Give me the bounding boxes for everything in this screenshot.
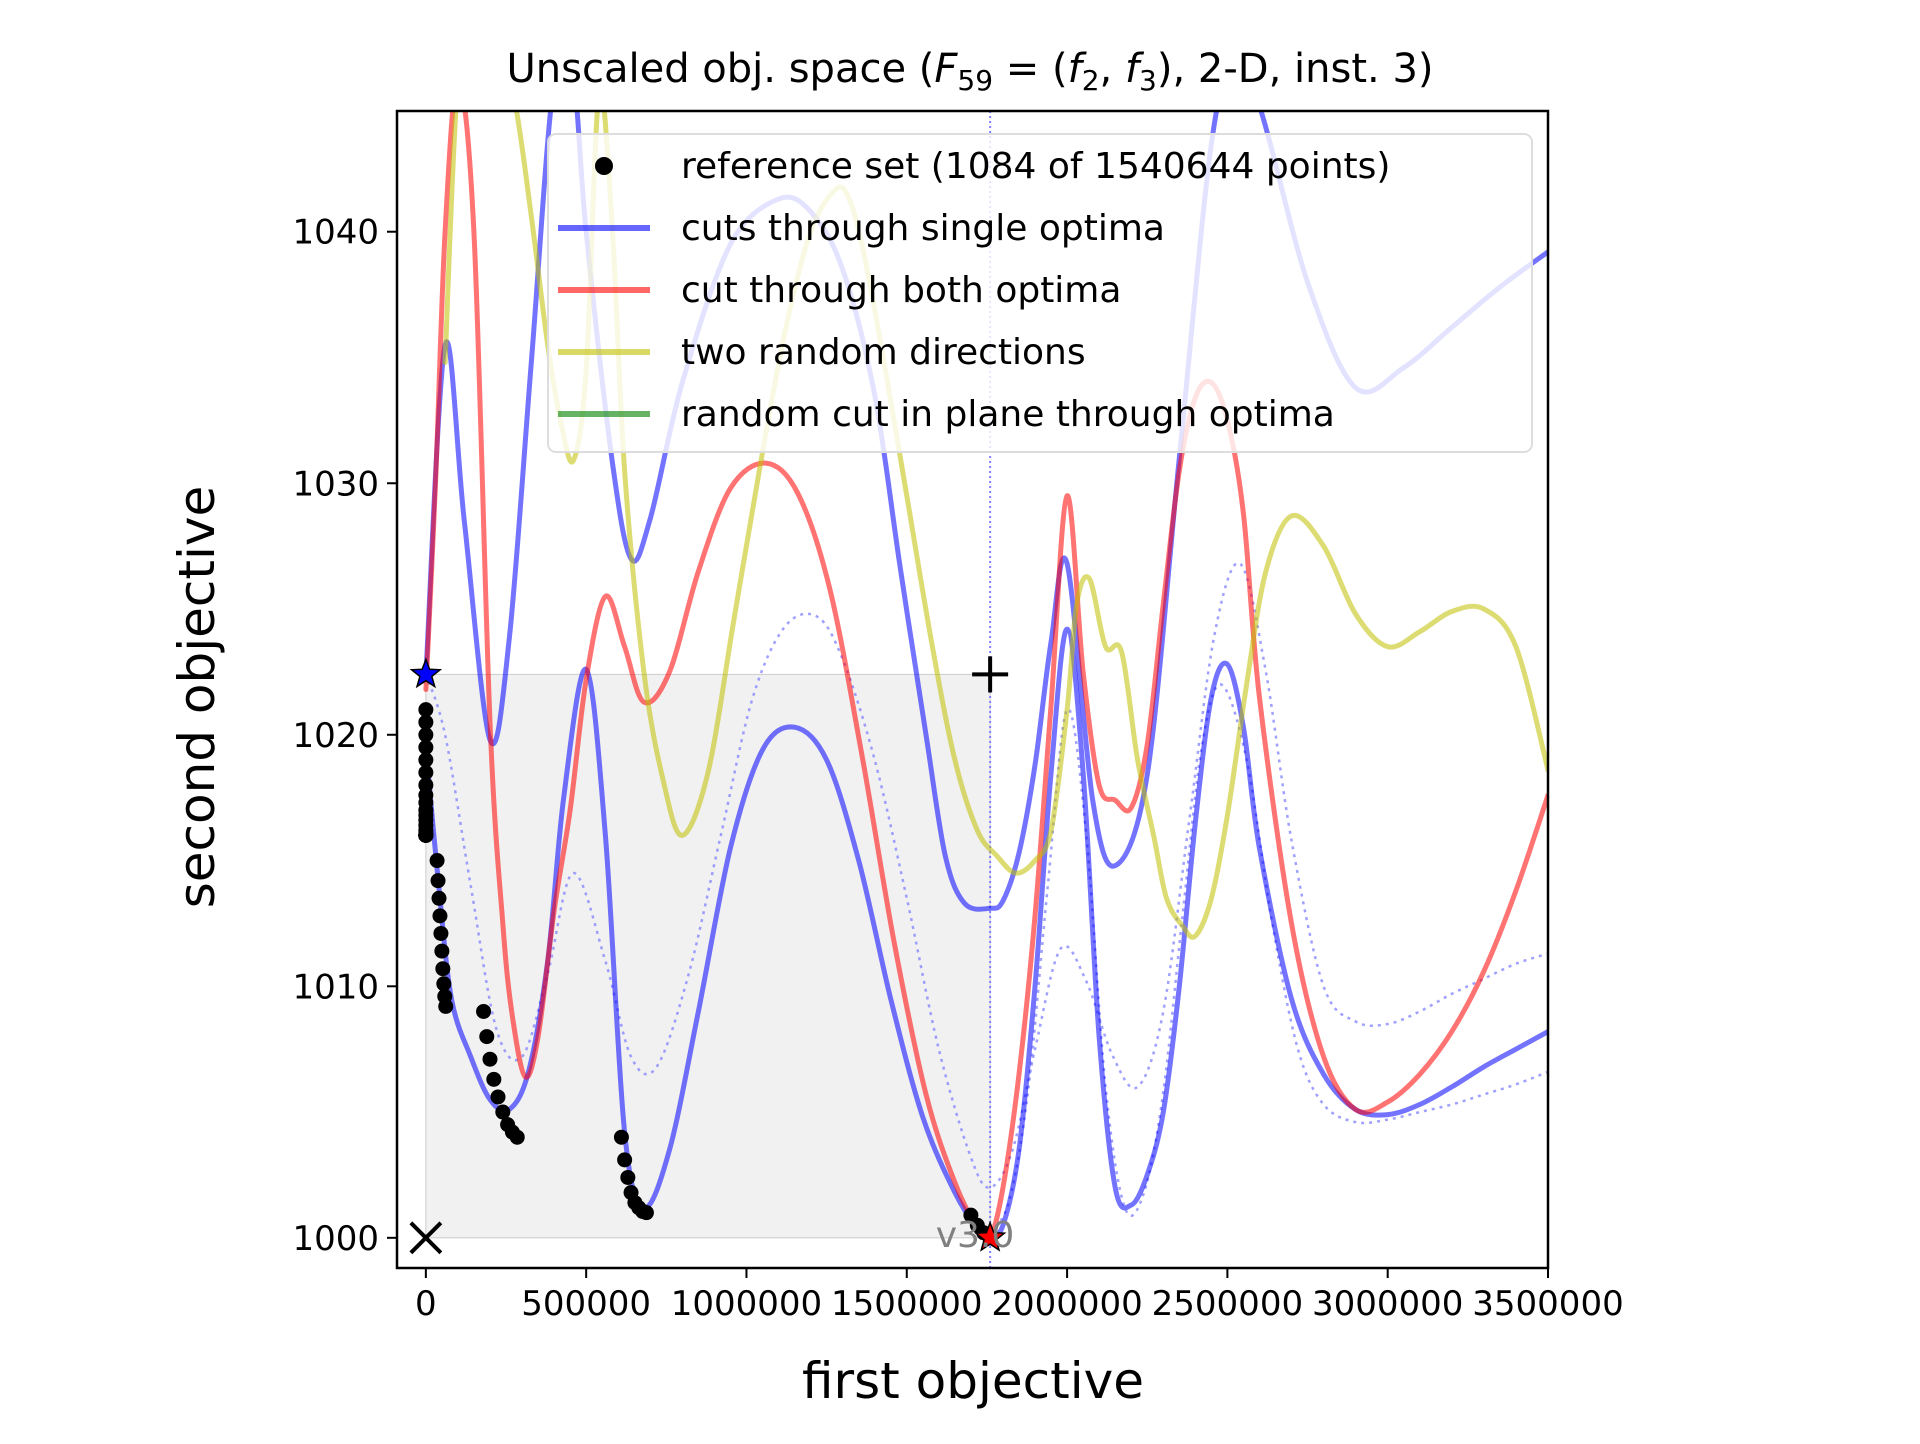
reference-point	[486, 1071, 502, 1087]
y-tick-label: 1020	[292, 716, 379, 756]
x-axis-label: first objective	[802, 1352, 1144, 1410]
version-label: v3.0	[936, 1215, 1015, 1256]
reference-point	[418, 752, 434, 768]
x-tick-label: 500000	[521, 1284, 651, 1324]
reference-point	[418, 739, 434, 755]
reference-point	[418, 765, 434, 781]
optimum-star-marker	[973, 1220, 1007, 1252]
reference-point	[418, 727, 434, 743]
axes: 0 500000 1000000 1500000 2000000 2500000 30000…	[292, 109, 1624, 1324]
y-axis-label: second objective	[168, 486, 226, 909]
x-tick-label: 2000000	[991, 1284, 1142, 1324]
reference-point	[418, 827, 434, 843]
nadir-point-marker	[972, 656, 1009, 693]
reference-point	[490, 1089, 506, 1105]
y-tick-label: 1030	[292, 464, 379, 504]
reference-point	[429, 853, 445, 869]
x-tick-label: 2500000	[1152, 1284, 1303, 1324]
legend-label: two random directions	[681, 332, 1086, 373]
x-tick-label: 0	[415, 1284, 437, 1324]
reference-point	[638, 1205, 654, 1221]
reference-point	[435, 961, 451, 977]
legend: reference set (1084 of 1540644 points) cu…	[547, 133, 1533, 453]
reference-point	[418, 702, 434, 718]
y-tick-label: 1010	[292, 967, 379, 1007]
x-tick-label: 3000000	[1312, 1284, 1463, 1324]
reference-point	[430, 873, 446, 889]
reference-point	[617, 1152, 633, 1168]
legend-label: cuts through single optima	[681, 208, 1165, 249]
optimum-star-marker	[409, 657, 443, 689]
axes-frame	[395, 109, 1550, 1270]
series-line	[423, 111, 1548, 1243]
dotted-cut-curve	[424, 561, 1548, 1189]
reference-point	[438, 998, 454, 1014]
x-tick-label: 1000000	[671, 1284, 822, 1324]
legend-label: reference set (1084 of 1540644 points)	[681, 146, 1390, 187]
plot-area	[409, 111, 1548, 1268]
ideal-point-marker	[409, 1221, 443, 1255]
reference-point	[613, 1129, 629, 1145]
reference-point	[509, 1129, 525, 1145]
reference-point	[482, 1051, 498, 1067]
chart-title: Unscaled obj. space (F59 = (f2, f3), 2-D…	[507, 46, 1434, 97]
reference-point	[495, 1104, 511, 1120]
reference-point	[479, 1029, 495, 1045]
reference-point	[620, 1169, 636, 1185]
y-tick-label: 1000	[292, 1219, 379, 1259]
legend-frame	[547, 133, 1533, 453]
y-tick-label: 1040	[292, 213, 379, 253]
reference-point	[436, 976, 452, 992]
legend-swatch-dot	[595, 157, 613, 175]
reference-point	[433, 925, 449, 941]
reference-point	[432, 908, 448, 924]
series-line	[423, 626, 1548, 1239]
legend-label: cut through both optima	[681, 270, 1121, 311]
legend-label: random cut in plane through optima	[681, 394, 1335, 435]
reference-point	[476, 1003, 492, 1019]
reference-point	[431, 890, 447, 906]
x-tick-label: 3500000	[1472, 1284, 1623, 1324]
reference-point	[418, 714, 434, 730]
reference-point	[434, 943, 450, 959]
x-tick-label: 1500000	[831, 1284, 982, 1324]
